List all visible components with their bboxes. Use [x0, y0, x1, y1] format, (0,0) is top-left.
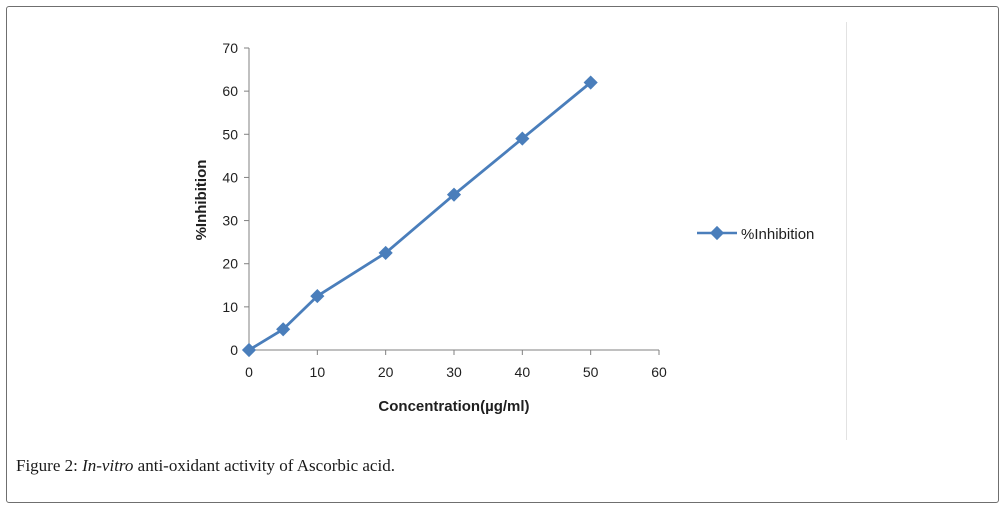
figure-frame [6, 6, 999, 503]
x-tick-label: 0 [245, 364, 253, 380]
x-tick-label: 60 [651, 364, 667, 380]
y-tick-label: 50 [222, 126, 238, 142]
y-tick-label: 0 [230, 342, 238, 358]
caption-italic: In-vitro [82, 456, 134, 475]
y-tick-label: 70 [222, 40, 238, 56]
y-axis-ticks: 0 10 20 30 40 50 60 70 [222, 40, 249, 358]
x-axis-ticks: 0 10 20 30 40 50 60 [245, 350, 667, 380]
caption-text: anti-oxidant activity of Ascorbic acid. [137, 456, 395, 475]
y-tick-label: 60 [222, 83, 238, 99]
legend-marker [709, 225, 725, 241]
series-layer [241, 75, 598, 358]
x-tick-label: 10 [310, 364, 326, 380]
y-tick-label: 40 [222, 169, 238, 185]
x-tick-label: 20 [378, 364, 394, 380]
legend-label: %Inhibition [741, 226, 814, 243]
x-axis-title: Concentration(µg/ml) [378, 398, 529, 415]
data-point-marker [446, 187, 462, 202]
x-tick-label: 50 [583, 364, 599, 380]
data-point-marker [241, 342, 257, 358]
series-line [248, 81, 592, 352]
legend: %Inhibition [697, 225, 814, 243]
y-axis-title: %Inhibition [193, 160, 210, 241]
data-point-marker [378, 245, 393, 260]
data-point-marker [583, 75, 598, 90]
x-tick-label: 40 [515, 364, 531, 380]
figure-caption: Figure 2: In-vitro anti-oxidant activity… [16, 456, 395, 476]
x-tick-label: 30 [446, 364, 462, 380]
y-tick-label: 20 [222, 256, 238, 272]
y-tick-label: 30 [222, 213, 238, 229]
caption-label: Figure 2: [16, 456, 78, 475]
data-point-marker [310, 289, 325, 304]
chart-area-divider [846, 22, 847, 440]
data-point-marker [515, 131, 530, 146]
y-tick-label: 10 [222, 299, 238, 315]
data-point-marker [276, 322, 291, 337]
